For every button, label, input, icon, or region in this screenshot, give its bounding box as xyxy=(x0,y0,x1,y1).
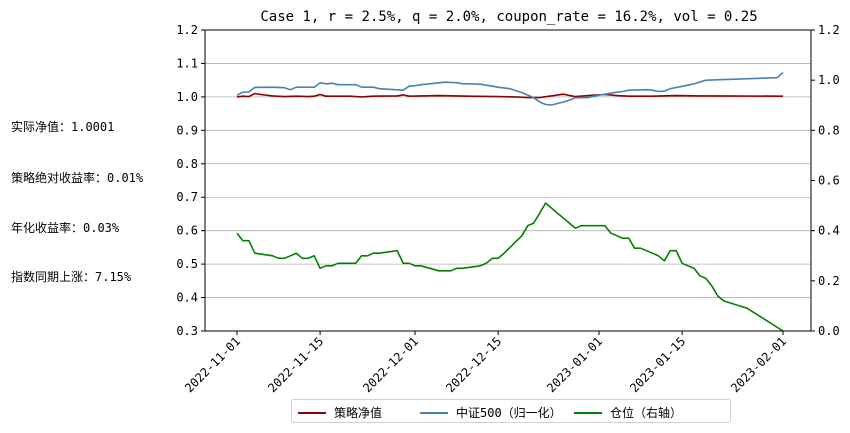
x-tick-label: 2023-02-01 xyxy=(728,334,789,395)
left-tick-label: 0.7 xyxy=(176,190,198,204)
left-tick-label: 0.9 xyxy=(176,123,198,137)
left-y-axis: 0.3 0.4 0.5 0.6 0.7 0.8 0.9 1.0 1.1 1.2 xyxy=(176,23,205,338)
right-tick-label: 1.0 xyxy=(818,73,840,87)
legend-item-strategy: 策略净值 xyxy=(298,404,382,421)
right-tick-label: 0.6 xyxy=(818,174,840,188)
right-tick-label: 0.4 xyxy=(818,224,840,238)
plot-frame xyxy=(204,29,812,332)
legend-label-index: 中证500（归一化） xyxy=(456,406,562,420)
legend-label-strategy: 策略净值 xyxy=(334,406,383,420)
legend-label-position: 仓位（右轴） xyxy=(610,406,683,420)
series-line-position xyxy=(236,202,784,332)
chart-title: Case 1, r = 2.5%, q = 2.0%, coupon_rate … xyxy=(260,9,757,25)
x-tick-label: 2022-11-15 xyxy=(265,334,326,395)
right-tick-label: 0.2 xyxy=(818,274,840,288)
x-tick-label: 2023-01-01 xyxy=(544,334,605,395)
annual-return-stat: 年化收益率：0.03% xyxy=(11,221,120,235)
chart-legend: 策略净值 中证500（归一化） 仓位（右轴） xyxy=(291,399,731,423)
left-tick-label: 0.5 xyxy=(176,257,198,271)
left-tick-label: 0.6 xyxy=(176,224,198,238)
left-tick-label: 0.4 xyxy=(176,291,198,305)
left-tick-label: 1.1 xyxy=(176,56,198,70)
right-tick-label: 1.2 xyxy=(818,23,840,37)
left-tick-label: 0.8 xyxy=(176,157,198,171)
legend-swatch-index xyxy=(420,411,448,414)
index-change-stat: 指数同期上涨：7.15% xyxy=(11,270,132,284)
series-line-index xyxy=(236,71,784,106)
legend-swatch-position xyxy=(574,411,602,414)
x-tick-label: 2022-12-01 xyxy=(360,334,421,395)
x-axis: 2022-11-01 2022-11-15 2022-12-01 2022-12-15… xyxy=(182,331,789,395)
right-tick-label: 0.0 xyxy=(818,324,840,338)
left-tick-label: 1.0 xyxy=(176,90,198,104)
nav-stat: 实际净值：1.0001 xyxy=(11,120,115,134)
x-tick-label: 2022-12-15 xyxy=(443,334,504,395)
legend-swatch-strategy xyxy=(298,411,326,414)
abs-return-stat: 策略绝对收益率：0.01% xyxy=(11,171,144,185)
right-tick-label: 0.8 xyxy=(818,123,840,137)
series-lines xyxy=(236,71,784,332)
series-line-strategy xyxy=(236,92,784,99)
right-y-axis: 0.0 0.2 0.4 0.6 0.8 1.0 1.2 xyxy=(811,23,840,338)
gridlines xyxy=(205,29,811,332)
left-tick-label: 0.3 xyxy=(176,324,198,338)
x-tick-label: 2023-01-15 xyxy=(627,334,688,395)
legend-item-index: 中证500（归一化） xyxy=(420,404,562,421)
left-tick-label: 1.2 xyxy=(176,23,198,37)
x-tick-label: 2022-11-01 xyxy=(182,334,243,395)
legend-item-position: 仓位（右轴） xyxy=(574,404,682,421)
